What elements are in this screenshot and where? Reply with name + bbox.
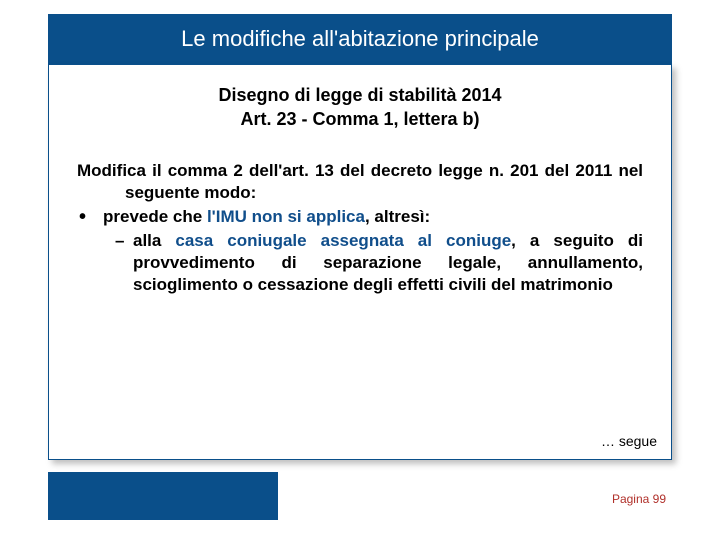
- content-box: Disegno di legge di stabilità 2014 Art. …: [48, 64, 672, 460]
- intro-paragraph: Modifica il comma 2 dell'art. 13 del dec…: [77, 160, 643, 204]
- subtitle-line-1: Disegno di legge di stabilità 2014: [77, 83, 643, 107]
- sub-bullet-body: alla casa coniugale assegnata al coniuge…: [133, 230, 643, 296]
- footer-bar: [48, 472, 278, 520]
- title-bar: Le modifiche all'abitazione principale: [48, 14, 672, 64]
- subtitle-line-2: Art. 23 - Comma 1, lettera b): [77, 107, 643, 131]
- bullet-pre: prevede che: [103, 207, 207, 226]
- sub-bullet-marker: –: [115, 230, 133, 296]
- slide: Le modifiche all'abitazione principale D…: [0, 0, 720, 540]
- page-number: Pagina 99: [612, 492, 666, 506]
- body-text: Modifica il comma 2 dell'art. 13 del dec…: [77, 160, 643, 297]
- bullet-marker: •: [77, 206, 97, 228]
- sub-bullet-item: – alla casa coniugale assegnata al coniu…: [103, 230, 643, 296]
- bullet-highlight: l'IMU non si applica: [207, 207, 365, 226]
- sub-pre: alla: [133, 231, 175, 250]
- sub-highlight: casa coniugale assegnata al coniuge: [175, 231, 511, 250]
- subtitle-block: Disegno di legge di stabilità 2014 Art. …: [77, 83, 643, 132]
- bullet-post: , altresì:: [365, 207, 430, 226]
- continue-indicator: … segue: [601, 433, 657, 449]
- bullet-item: • prevede che l'IMU non si applica, altr…: [77, 206, 643, 296]
- bullet-body: prevede che l'IMU non si applica, altres…: [97, 206, 643, 296]
- slide-title: Le modifiche all'abitazione principale: [181, 26, 539, 52]
